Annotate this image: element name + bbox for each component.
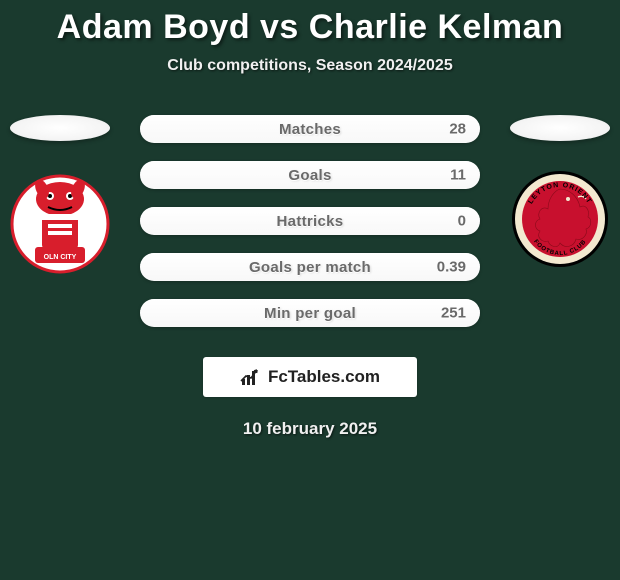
stat-row-hattricks: Hattricks 0 [140, 207, 480, 235]
stat-label: Goals per match [249, 259, 371, 276]
svg-text:OLN CITY: OLN CITY [44, 254, 77, 261]
stat-label: Hattricks [277, 213, 344, 230]
stat-label: Goals [288, 167, 331, 184]
stats-area: OLN CITY LEYTON ORIENT [0, 115, 620, 327]
subtitle: Club competitions, Season 2024/2025 [0, 57, 620, 75]
stat-value-right: 28 [449, 121, 466, 138]
stat-row-min-per-goal: Min per goal 251 [140, 299, 480, 327]
player-left-photo-placeholder [10, 115, 110, 141]
stat-value-right: 0.39 [437, 259, 466, 276]
page-title: Adam Boyd vs Charlie Kelman [0, 8, 620, 47]
stat-label: Min per goal [264, 305, 356, 322]
stat-value-right: 251 [441, 305, 466, 322]
stat-label: Matches [279, 121, 341, 138]
club-crest-leyton-orient: LEYTON ORIENT FOOTBALL CLUB [510, 169, 610, 279]
player-left-column: OLN CITY [0, 115, 120, 279]
watermark[interactable]: FcTables.com [203, 357, 417, 397]
stat-row-goals: Goals 11 [140, 161, 480, 189]
watermark-text: FcTables.com [268, 367, 380, 387]
date-stamp: 10 february 2025 [0, 419, 620, 439]
stat-row-matches: Matches 28 [140, 115, 480, 143]
club-crest-lincoln-city: OLN CITY [10, 169, 110, 279]
stat-rows: Matches 28 Goals 11 Hattricks 0 Goals pe… [140, 115, 480, 327]
stat-value-right: 0 [458, 213, 466, 230]
player-right-column: LEYTON ORIENT FOOTBALL CLUB [500, 115, 620, 279]
stat-row-goals-per-match: Goals per match 0.39 [140, 253, 480, 281]
player-right-photo-placeholder [510, 115, 610, 141]
stat-value-right: 11 [450, 167, 466, 184]
bar-chart-icon [240, 368, 262, 386]
